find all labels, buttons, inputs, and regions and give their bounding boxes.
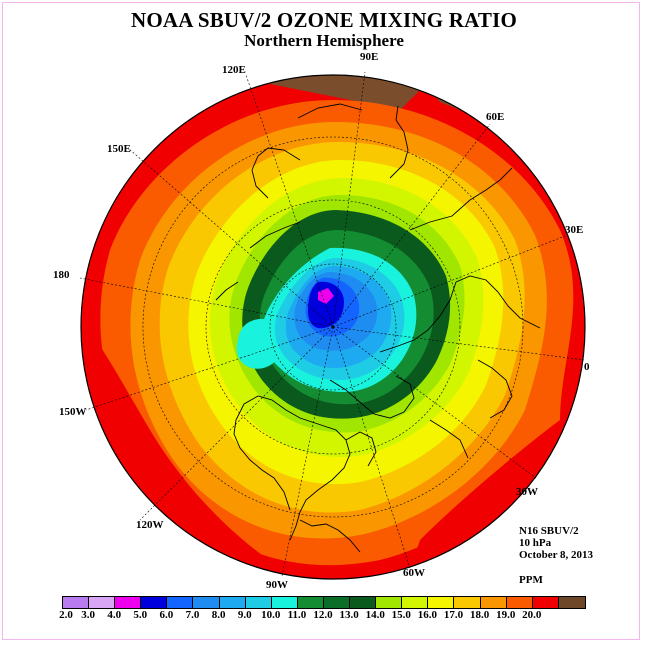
colorbar-tick-label: 11.0: [287, 609, 307, 621]
meridian-150e: [127, 147, 334, 328]
lon-label-90w: 90W: [266, 579, 288, 591]
contour-teal-lobe-west: [236, 318, 283, 369]
instrument-label: N16 SBUV/2: [519, 525, 579, 537]
colorbar-tick-label: 3.0: [81, 609, 95, 621]
map-boundary-circle: [80, 74, 586, 580]
lon-label-120e: 120E: [222, 64, 246, 76]
colorbar-tick-label: 7.0: [185, 609, 200, 621]
colorbar-tick-label: 5.0: [133, 609, 148, 621]
colorbar-segment: [506, 597, 533, 608]
colorbar-tick-label: 15.0: [391, 609, 411, 621]
colorbar-segment: [402, 597, 429, 608]
lon-label-0: 0: [584, 361, 590, 373]
lon-label-30e: 30E: [565, 224, 583, 236]
colorbar-tick-label: 9.0: [237, 609, 252, 621]
pressure-level-label: 10 hPa: [519, 537, 552, 549]
contour-navy: [308, 281, 344, 329]
map-subtitle: Northern Hemisphere: [244, 31, 404, 50]
lon-label-120w: 120W: [136, 519, 164, 531]
units-label: PPM: [519, 574, 543, 586]
colorbar-tick-label: 6.0: [159, 609, 174, 621]
colorbar-segment: [245, 597, 272, 608]
figure-frame: [2, 2, 640, 640]
colorbar-tick-label: 20.0: [522, 609, 542, 621]
lon-label-180: 180: [53, 269, 70, 281]
colorbar: [62, 596, 586, 609]
colorbar-tick-label: 16.0: [417, 609, 438, 621]
colorbar-segment: [428, 597, 455, 608]
colorbar-segment: [89, 597, 116, 608]
colorbar-segment: [271, 597, 298, 608]
colorbar-tick-label: 10.0: [261, 609, 281, 621]
info-block: N16 SBUV/2 10 hPa October 8, 2013: [519, 525, 593, 561]
colorbar-segment: [141, 597, 168, 608]
colorbar-ticks: 2.0 3.0 4.0 5.0 6.0 7.0 8.0 9.0 10.0 11.0 12.0 13.0…: [59, 609, 584, 623]
latitude-circle-80: [269, 263, 397, 391]
lon-label-90e: 90E: [360, 51, 378, 63]
colorbar-segment: [219, 597, 246, 608]
meridian-60e: [332, 123, 491, 328]
longitude-labels: 90E 60E 30E 0 30W 60W 90W 120W 150W 180 …: [53, 51, 590, 591]
lon-label-30w: 30W: [516, 486, 538, 498]
map-title: NOAA SBUV/2 OZONE MIXING RATIO: [131, 8, 517, 32]
colorbar-segment: [454, 597, 481, 608]
colorbar-tick-label: 14.0: [365, 609, 385, 621]
colorbar-segment: [167, 597, 194, 608]
colorbar-tick-label: 12.0: [313, 609, 333, 621]
colorbar-segment: [115, 597, 142, 608]
colorbar-segment: [297, 597, 324, 608]
graticule: [79, 71, 585, 577]
lon-label-150w: 150W: [59, 406, 87, 418]
colorbar-tick-label: 19.0: [496, 609, 516, 621]
lon-label-150e: 150E: [107, 143, 131, 155]
latitude-circle-40: [142, 136, 524, 518]
latitude-circle-60: [205, 199, 461, 455]
colorbar-segment: [376, 597, 403, 608]
colorbar-segment: [323, 597, 351, 608]
meridian-90e: [332, 71, 366, 328]
coastlines: [215, 103, 541, 553]
colorbar-segment: [193, 597, 220, 608]
ozone-contours: [81, 75, 585, 579]
meridian-30e: [332, 235, 566, 328]
colorbar-tick-label: 4.0: [107, 609, 122, 621]
contour-magenta: [318, 288, 334, 304]
colorbar-segment: [63, 597, 90, 608]
colorbar-segment: [558, 597, 585, 608]
colorbar-tick-label: 8.0: [211, 609, 226, 621]
date-label: October 8, 2013: [519, 549, 594, 561]
colorbar-tick-label: 2.0: [59, 609, 73, 621]
colorbar-segment: [532, 597, 559, 608]
meridian-180: [79, 277, 334, 328]
colorbar-tick-label: 17.0: [443, 609, 464, 621]
lon-label-60w: 60W: [403, 567, 425, 579]
colorbar-segment: [480, 597, 507, 608]
colorbar-tick-label: 18.0: [469, 609, 490, 621]
meridian-150w: [85, 326, 334, 411]
colorbar-tick-label: 13.0: [339, 609, 359, 621]
lon-label-60e: 60E: [486, 111, 504, 123]
colorbar-segment: [350, 597, 377, 608]
meridian-120w: [139, 326, 334, 521]
meridian-120e: [245, 74, 334, 328]
